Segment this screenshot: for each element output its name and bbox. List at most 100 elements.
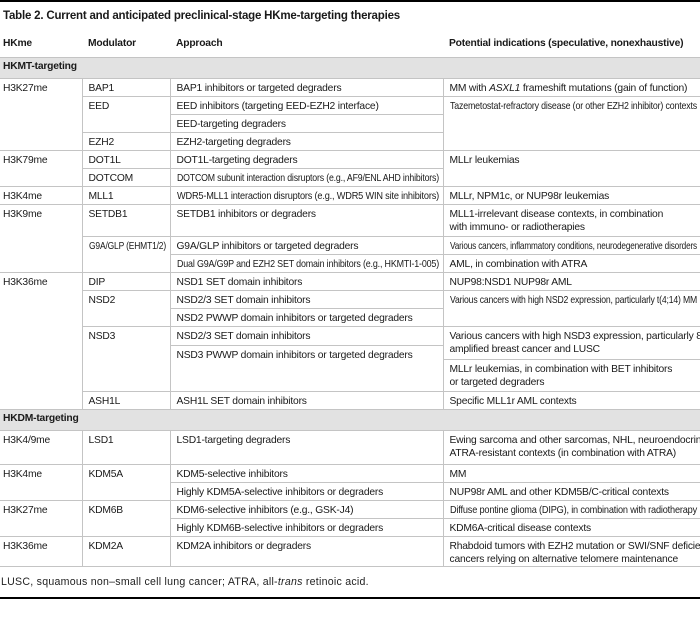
table-row: NSD2 PWWP domain inhibitors or targeted … xyxy=(0,308,700,327)
approach-cell: EZH2-targeting degraders xyxy=(169,132,443,151)
table-row: H3K4me MLL1 WDR5-MLL1 interaction disrup… xyxy=(0,186,700,205)
indication-cell: NUP98r AML and other KDM5B/C-critical co… xyxy=(442,482,700,501)
indication-cell: Diffuse pontine glioma (DIPG), in combin… xyxy=(442,500,700,519)
table-row: DOTCOM DOTCOM subunit interaction disrup… xyxy=(0,168,700,187)
table-row: G9A/GLP (EHMT1/2) G9A/GLP inhibitors or … xyxy=(0,236,700,273)
indication-cell: Various cancers with high NSD3 expressio… xyxy=(442,326,700,360)
approach-cell: NSD2/3 SET domain inhibitors xyxy=(169,290,443,309)
therapies-table: HKme Modulator Approach Potential indica… xyxy=(0,23,700,567)
indication-cell: NUP98:NSD1 NUP98r AML xyxy=(442,272,700,291)
col-header-indications: Potential indications (speculative, none… xyxy=(449,38,684,49)
hkme-cell: H3K4me xyxy=(0,464,82,501)
hkme-cell: H3K79me xyxy=(0,150,82,187)
approach-cell: NSD2/3 SET domain inhibitors xyxy=(169,326,443,346)
table-row: EZH2 EZH2-targeting degraders xyxy=(0,132,700,151)
modulator-cell: ASH1L xyxy=(81,391,170,410)
approach-cell: Highly KDM6B-selective inhibitors or deg… xyxy=(169,518,443,537)
modulator-cell: NSD2 xyxy=(81,290,170,327)
hkme-cell: H3K36me xyxy=(0,272,82,410)
indication-cell: Rhabdoid tumors with EZH2 mutation or SW… xyxy=(442,536,700,567)
approach-cell: BAP1 inhibitors or targeted degraders xyxy=(169,78,443,97)
modulator-cell: KDM2A xyxy=(81,536,170,567)
approach-cell: NSD2 PWWP domain inhibitors or targeted … xyxy=(169,308,443,327)
modulator-cell: MLL1 xyxy=(81,186,170,205)
col-header-modulator: Modulator xyxy=(88,38,136,49)
section-header-hkmt: HKMT-targeting xyxy=(0,57,700,79)
bottom-rule xyxy=(0,597,700,599)
approach-cell: Highly KDM5A-selective inhibitors or deg… xyxy=(169,482,443,501)
approach-cell: KDM6-selective inhibitors (e.g., GSK-J4) xyxy=(169,500,443,519)
indication-cell: MLL1-irrelevant disease contexts, in com… xyxy=(442,204,700,237)
modulator-cell: DOT1L xyxy=(81,150,170,169)
approach-cell: SETDB1 inhibitors or degraders xyxy=(169,204,443,237)
table-row: MLLr leukemias, in combination with BET … xyxy=(0,359,700,392)
top-rule xyxy=(0,0,700,2)
hkme-cell: H3K27me xyxy=(0,78,82,151)
table-footnote: LUSC, squamous non–small cell lung cance… xyxy=(0,567,700,597)
column-header-row: HKme Modulator Approach Potential indica… xyxy=(0,23,700,58)
approach-cell: NSD3 PWWP domain inhibitors or targeted … xyxy=(169,345,443,392)
indication-cell: MM xyxy=(442,464,700,483)
approach-cell: NSD1 SET domain inhibitors xyxy=(169,272,443,291)
indication-cell: MLLr leukemias, in combination with BET … xyxy=(442,359,700,392)
approach-cell: DOTCOM subunit interaction disruptors (e… xyxy=(169,168,443,187)
table-row: ASH1L ASH1L SET domain inhibitors Specif… xyxy=(0,391,700,410)
approach-cell: EED-targeting degraders xyxy=(169,114,443,133)
hkme-cell: H3K4me xyxy=(0,186,82,205)
indication-cell: Tazemetostat-refractory disease (or othe… xyxy=(442,96,700,151)
indication-cell: AML, in combination with ATRA xyxy=(442,254,700,273)
modulator-cell: G9A/GLP (EHMT1/2) xyxy=(81,236,170,273)
modulator-cell: SETDB1 xyxy=(81,204,170,237)
modulator-cell: DOTCOM xyxy=(81,168,170,187)
table-row: H3K4me KDM5A KDM5-selective inhibitors M… xyxy=(0,464,700,501)
approach-cell: Dual G9A/G9P and EZH2 SET domain inhibit… xyxy=(169,254,443,273)
approach-cell: LSD1-targeting degraders xyxy=(169,430,443,465)
table-row: EED-targeting degraders xyxy=(0,114,700,133)
approach-cell: DOT1L-targeting degraders xyxy=(169,150,443,169)
approach-cell: ASH1L SET domain inhibitors xyxy=(169,391,443,410)
table-row: H3K9me SETDB1 SETDB1 inhibitors or degra… xyxy=(0,204,700,273)
table-row: NSD2 NSD2/3 SET domain inhibitors Variou… xyxy=(0,290,700,327)
indication-cell: Various cancers, inflammatory conditions… xyxy=(442,236,700,255)
table-row: H3K36me KDM2A KDM2A inhibitors or degrad… xyxy=(0,536,700,567)
table-row: H3K27me BAP1 BAP1 inhibitors or targeted… xyxy=(0,78,700,151)
table-row: Highly KDM6B-selective inhibitors or deg… xyxy=(0,518,700,537)
modulator-cell: EZH2 xyxy=(81,132,170,151)
table-row: NSD3 NSD2/3 SET domain inhibitors Variou… xyxy=(0,326,700,392)
section-header-hkdm: HKDM-targeting xyxy=(0,409,700,431)
modulator-cell: BAP1 xyxy=(81,78,170,97)
approach-cell: KDM2A inhibitors or degraders xyxy=(169,536,443,567)
col-header-approach: Approach xyxy=(176,38,223,49)
table-row: NSD3 PWWP domain inhibitors or targeted … xyxy=(0,345,700,392)
hkme-cell: H3K9me xyxy=(0,204,82,273)
table-row: H3K79me DOT1L DOT1L-targeting degraders … xyxy=(0,150,700,187)
modulator-cell: NSD3 xyxy=(81,326,170,392)
hkme-cell: H3K27me xyxy=(0,500,82,537)
modulator-cell: KDM5A xyxy=(81,464,170,501)
paper-table-page: Table 2. Current and anticipated preclin… xyxy=(0,0,700,599)
indication-cell: KDM6A-critical disease contexts xyxy=(442,518,700,537)
approach-cell: WDR5-MLL1 interaction disruptors (e.g., … xyxy=(169,186,443,205)
modulator-cell: LSD1 xyxy=(81,430,170,465)
table-row: EED EED inhibitors (targeting EED-EZH2 i… xyxy=(0,96,700,151)
col-header-hkme: HKme xyxy=(3,38,32,49)
approach-cell: EED inhibitors (targeting EED-EZH2 inter… xyxy=(169,96,443,115)
footnote-text: LUSC, squamous non–small cell lung cance… xyxy=(1,576,369,588)
table-row: H3K4/9me LSD1 LSD1-targeting degraders E… xyxy=(0,430,700,465)
modulator-cell: DIP xyxy=(81,272,170,291)
table-row: H3K36me DIP NSD1 SET domain inhibitors N… xyxy=(0,272,700,410)
hkme-cell: H3K36me xyxy=(0,536,82,567)
indication-cell: Ewing sarcoma and other sarcomas, NHL, n… xyxy=(442,430,700,465)
indication-cell: MLLr, NPM1c, or NUP98r leukemias xyxy=(442,186,700,205)
table-row: H3K27me KDM6B KDM6-selective inhibitors … xyxy=(0,500,700,537)
approach-cell: KDM5-selective inhibitors xyxy=(169,464,443,483)
indication-cell: MM with ASXL1 frameshift mutations (gain… xyxy=(442,78,700,97)
indication-cell: Various cancers with high NSD2 expressio… xyxy=(442,290,700,327)
indication-cell: MLLr leukemias xyxy=(442,150,700,187)
table-title: Table 2. Current and anticipated preclin… xyxy=(3,10,400,22)
modulator-cell: KDM6B xyxy=(81,500,170,537)
indication-cell: Specific MLL1r AML contexts xyxy=(442,391,700,410)
modulator-cell: EED xyxy=(81,96,170,133)
approach-cell: G9A/GLP inhibitors or targeted degraders xyxy=(169,236,443,255)
hkme-cell: H3K4/9me xyxy=(0,430,82,465)
